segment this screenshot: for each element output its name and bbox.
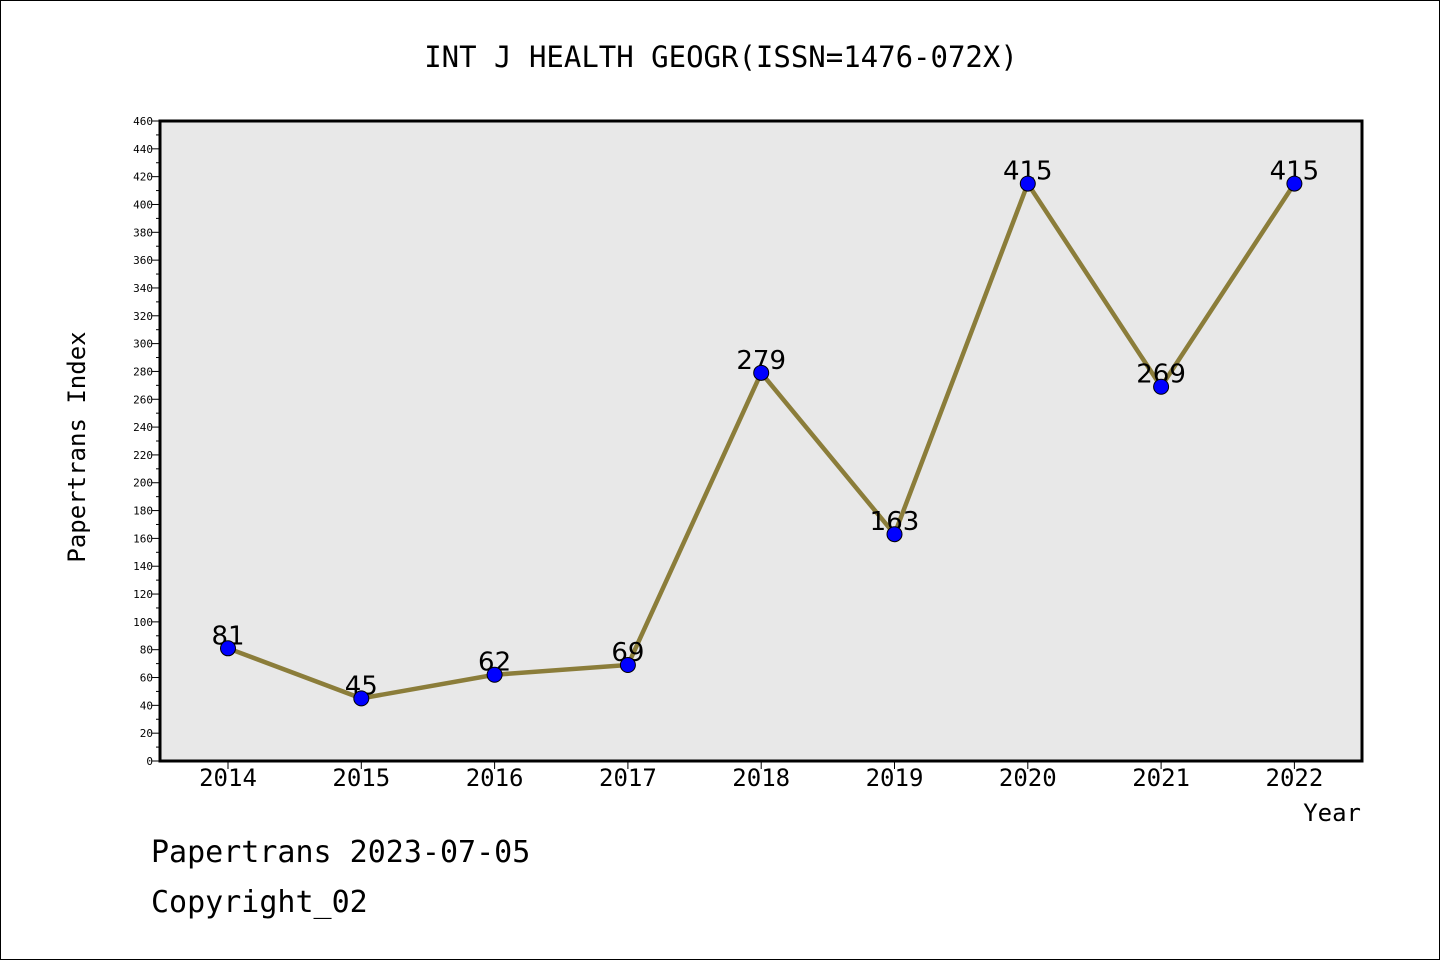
y-tick-label: 360 [133,254,153,267]
y-tick-label: 300 [133,338,153,351]
y-tick-label: 180 [133,505,153,518]
y-tick-label: 340 [133,282,153,295]
y-tick-label: 120 [133,588,153,601]
x-tick-label: 2022 [1266,764,1324,792]
y-tick-label: 160 [133,532,153,545]
data-point [353,690,370,707]
y-axis-ticks: 0 20 40 60 80 100 120 140 160 180 200 220 240 260 280 3… [133,115,160,768]
x-tick-label: 2018 [732,764,790,792]
y-tick-label: 200 [133,477,153,490]
data-point [1153,378,1170,395]
y-tick-label: 420 [133,171,153,184]
y-axis-label: Papertrans Index [63,331,91,562]
x-tick-label: 2017 [599,764,657,792]
plot-area [158,119,1364,763]
y-tick-label: 460 [133,115,153,128]
x-axis-label: Year [1303,799,1361,827]
y-tick-label: 100 [133,616,153,629]
x-tick-label: 2016 [466,764,524,792]
data-point [753,364,770,381]
data-point [886,526,903,543]
footer-copyright: Copyright_02 [151,885,368,920]
chart-title: INT J HEALTH GEOGR(ISSN=1476-072X) [424,40,1018,74]
y-tick-label: 260 [133,393,153,406]
y-tick-label: 240 [133,421,153,434]
data-point [1019,175,1036,192]
y-tick-label: 380 [133,226,153,239]
y-tick-label: 320 [133,310,153,323]
x-tick-label: 2014 [199,764,257,792]
y-tick-label: 440 [133,143,153,156]
x-tick-label: 2015 [332,764,390,792]
data-point [1286,175,1303,192]
x-tick-label: 2019 [866,764,924,792]
y-tick-label: 280 [133,365,153,378]
footer-date: Papertrans 2023-07-05 [151,835,531,870]
y-tick-label: 400 [133,198,153,211]
y-tick-label: 60 [140,672,153,685]
data-point [486,666,503,683]
y-tick-label: 220 [133,449,153,462]
data-point [619,657,636,673]
x-tick-label: 2020 [999,764,1057,792]
x-axis-ticks: 2014 2015 2016 2017 2018 2019 2020 2021 2022 [199,761,1323,792]
y-tick-label: 80 [140,644,153,657]
y-tick-label: 0 [146,755,153,768]
data-point [220,640,236,657]
y-tick-label: 40 [140,699,153,712]
y-tick-label: 140 [133,560,153,573]
y-tick-label: 20 [140,727,153,740]
x-tick-label: 2021 [1132,764,1190,792]
